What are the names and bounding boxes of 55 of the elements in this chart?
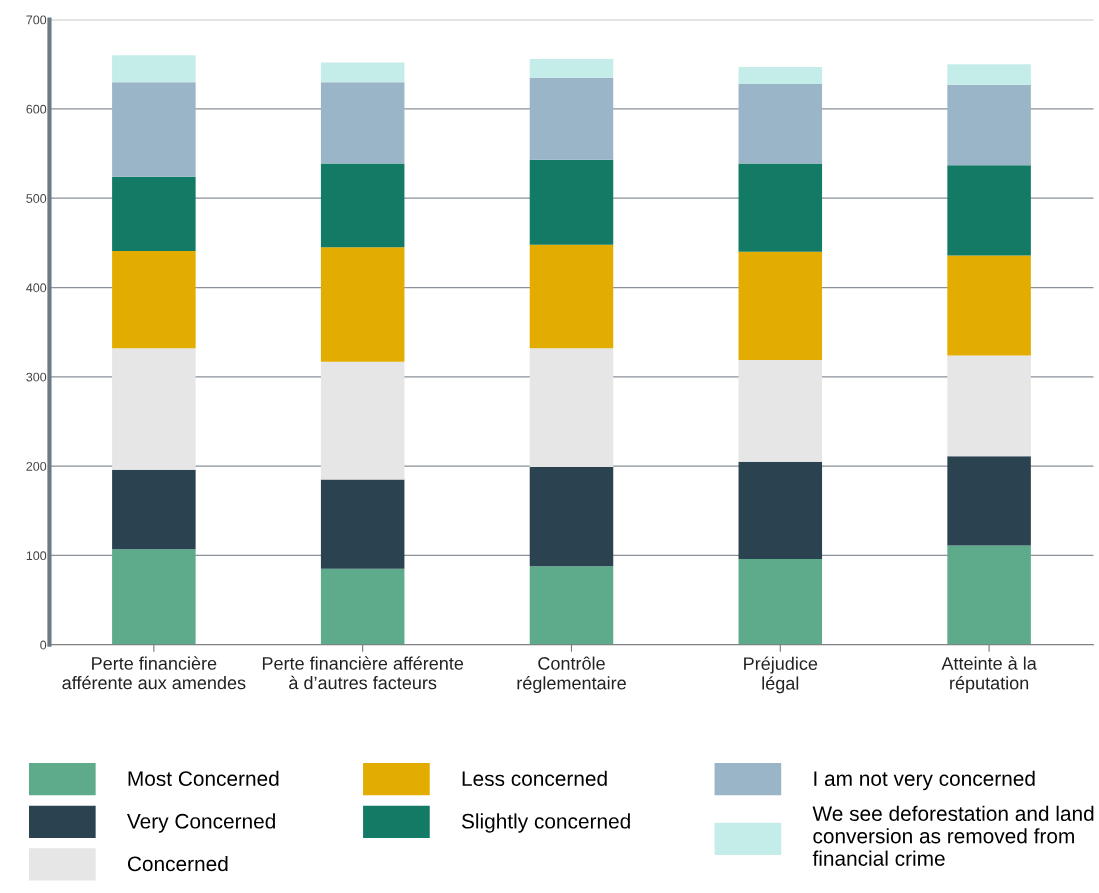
y-tick-label: 100 <box>26 551 47 561</box>
bar <box>320 62 405 83</box>
x-tick-label: Préjudice légal <box>744 656 818 694</box>
bar <box>529 467 614 567</box>
legend-label: Very Concerned <box>126 813 275 833</box>
bar <box>529 77 614 160</box>
bar <box>112 82 196 177</box>
bar <box>320 479 405 569</box>
y-tick-label: 600 <box>26 104 47 114</box>
bar <box>738 83 823 164</box>
bar <box>947 545 1031 645</box>
x-tick-label: Perte financière afférente à d’autres facteurs <box>262 656 464 690</box>
bar <box>947 64 1031 85</box>
y-tick-label: 400 <box>26 283 47 293</box>
bar <box>529 159 614 245</box>
x-tick-label: Contrôle réglementaire <box>517 656 626 694</box>
x-tick-label: Perte financière afférente aux amendes <box>62 656 246 690</box>
bar <box>320 568 405 645</box>
bar <box>112 250 196 349</box>
bar <box>112 55 196 83</box>
bar <box>738 559 823 645</box>
bar <box>738 251 823 360</box>
bar <box>738 359 823 462</box>
legend-label: Concerned <box>127 855 228 872</box>
legend-label: Most Concerned <box>128 770 279 787</box>
bar <box>529 348 614 468</box>
bar <box>112 348 196 470</box>
y-tick-label: 200 <box>26 461 47 471</box>
bar <box>947 355 1031 457</box>
y-tick-label: 500 <box>26 194 47 203</box>
bar <box>738 163 823 252</box>
bar <box>529 58 614 78</box>
bar <box>947 165 1031 256</box>
bar <box>320 163 405 248</box>
legend-label: We see deforestation and land conversion as removed from financial crime <box>812 805 1094 866</box>
bar <box>738 461 823 560</box>
bar <box>947 456 1031 546</box>
y-tick-label: 300 <box>26 372 47 382</box>
bar <box>529 244 614 349</box>
bar <box>947 84 1031 166</box>
bar <box>320 247 405 362</box>
legend-label: I am not very concerned <box>814 770 1035 791</box>
bar <box>112 469 196 550</box>
bar <box>947 255 1031 356</box>
legend-label: Slightly concerned <box>461 813 630 833</box>
bar <box>738 66 823 84</box>
bar <box>320 361 405 480</box>
legend-label: Less concerned <box>462 770 607 787</box>
y-tick-label: 700 <box>26 15 47 25</box>
bar <box>529 566 614 645</box>
bar <box>112 176 196 251</box>
x-tick-label: Atteinte à la réputation <box>941 656 1037 694</box>
bar <box>112 549 196 645</box>
y-tick-label: 0 <box>40 640 47 650</box>
bar <box>320 82 405 164</box>
